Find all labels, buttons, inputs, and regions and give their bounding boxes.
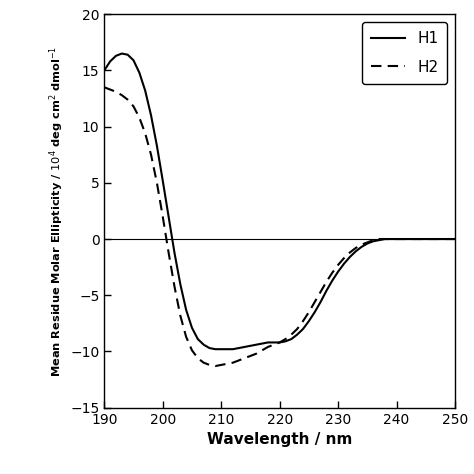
H2 xyxy=(101,84,107,90)
H2 xyxy=(172,283,177,289)
H1 xyxy=(324,288,329,293)
H2 xyxy=(294,326,300,332)
H1 xyxy=(177,281,183,287)
H1 xyxy=(452,236,458,242)
H2 xyxy=(411,236,417,242)
H2 xyxy=(183,334,189,340)
H1 xyxy=(212,346,218,352)
H1 xyxy=(189,325,195,331)
H1 xyxy=(236,345,242,351)
H1 xyxy=(300,326,306,332)
H1 xyxy=(119,51,125,56)
H2 xyxy=(230,360,236,365)
H1 xyxy=(417,236,423,242)
H1 xyxy=(101,68,107,73)
Line: H2: H2 xyxy=(104,87,455,366)
Y-axis label: Mean Residue Molar Ellipticity / $10^4$ deg cm$^2$ dmol$^{-1}$: Mean Residue Molar Ellipticity / $10^4$ … xyxy=(47,46,66,376)
H2 xyxy=(318,289,323,295)
X-axis label: Wavelength / nm: Wavelength / nm xyxy=(207,432,352,447)
Line: H1: H1 xyxy=(104,54,455,349)
Legend: H1, H2: H1, H2 xyxy=(362,22,447,84)
H2 xyxy=(452,236,458,242)
H2 xyxy=(212,363,218,369)
